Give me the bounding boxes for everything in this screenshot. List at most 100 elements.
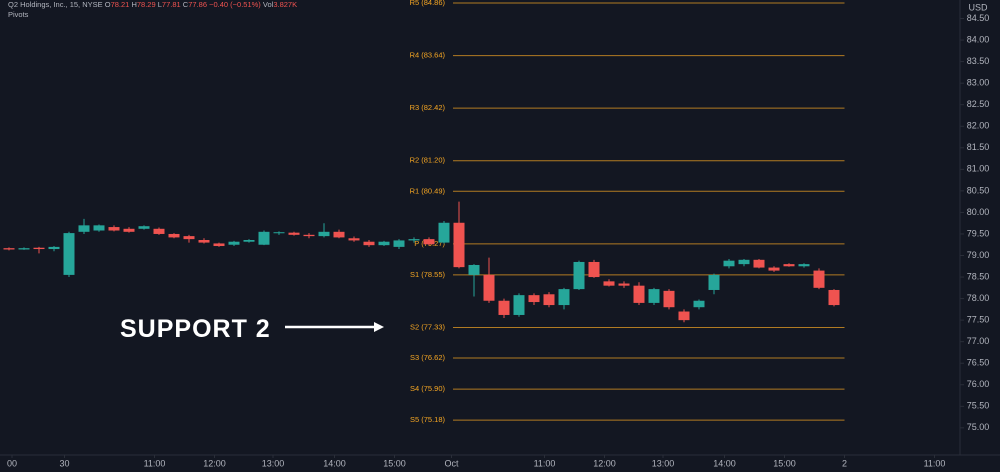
candle-body [78,225,90,232]
candle-body [678,311,690,321]
candle-body [708,274,720,290]
candle-body [603,281,615,286]
y-tick-label: 79.50 [967,228,990,238]
y-tick-label: 81.00 [967,164,990,174]
x-tick-label: 13:00 [652,458,675,468]
x-tick-label: 12:00 [593,458,616,468]
candle-body [813,270,825,288]
candle-body [768,267,780,271]
pivot-label: S5 (75.18) [410,415,446,424]
ohlc-fields: O78.21 H78.29 L77.81 C77.86 −0.40 (−0.51… [105,0,297,9]
candle-body [393,240,405,247]
candle-body [258,231,270,245]
field-value: 3.827K [273,0,298,9]
candle-body [378,241,390,246]
pivot-label: S4 (75.90) [410,384,446,393]
pivot-label: S1 (78.55) [410,270,446,279]
candle-body [183,236,195,240]
x-tick-label: 30 [59,458,69,468]
y-tick-label: 76.50 [967,358,990,368]
y-tick-label: 80.00 [967,207,990,217]
candle-body [228,241,240,245]
x-tick-label: 11:00 [144,458,166,468]
candle-body [138,226,150,229]
y-tick-label: 75.50 [967,401,990,411]
y-tick-label: 75.00 [967,422,990,432]
candle-body [723,260,735,267]
candle-body [558,289,570,306]
y-tick-label: 84.00 [967,34,990,44]
x-tick-label: 13:00 [262,458,285,468]
candle-body [453,222,465,268]
field-value: 78.29 [136,0,156,9]
pivot-label: R3 (82.42) [410,103,446,112]
candle-body [618,283,630,286]
candle-body [18,248,30,250]
y-tick-label: 82.00 [967,121,990,131]
legend: Q2 Holdings, Inc., 15, NYSE O78.21 H78.2… [8,0,297,20]
pivot-label: S3 (76.62) [410,353,446,362]
candle-body [528,295,540,303]
candle-body [108,227,120,231]
candle-body [648,289,660,303]
candle-body [273,232,285,234]
candle-body [33,247,45,250]
pivot-label: R5 (84.86) [410,0,446,7]
pivot-label: R2 (81.20) [410,156,446,165]
candle-body [513,295,525,315]
candle-body [288,232,300,235]
candle-body [348,238,360,241]
candle-body [438,222,450,243]
candle-body [798,264,810,267]
y-tick-label: 81.50 [967,142,990,152]
y-tick-label: 84.50 [967,13,990,23]
candle-body [783,264,795,267]
pivot-label: S2 (77.33) [410,322,446,331]
x-tick-label: 15:00 [383,458,406,468]
x-tick-label: 14:00 [713,458,736,468]
field-label: C [182,0,189,9]
candle-body [543,294,555,306]
candle-body [318,231,330,237]
field-label: L [157,0,162,9]
x-tick-label: 11:00 [534,458,556,468]
x-tick-label: 12:00 [203,458,226,468]
candle-body [633,285,645,303]
candle-body [333,231,345,238]
y-tick-label: 77.00 [967,336,990,346]
candle-body [738,259,750,265]
y-tick-label: 77.50 [967,315,990,325]
pivot-label: R1 (80.49) [410,186,446,195]
y-tick-label: 76.00 [967,379,990,389]
candle-body [363,241,375,246]
candle-body [753,259,765,268]
field-label: Vol [262,0,274,9]
candle-body [573,261,585,290]
candle-body [48,246,60,250]
y-tick-label: 83.50 [967,56,990,66]
field-value: −0.40 (−0.51%) [209,0,261,9]
candle-body [153,228,165,234]
field-label: H [131,0,137,9]
x-tick-label: 00 [7,458,17,468]
candle-body [468,264,480,275]
y-tick-label: 78.00 [967,293,990,303]
candle-body [693,300,705,308]
candle-body [498,300,510,315]
candle-body [243,239,255,242]
candle-body [93,225,105,231]
indicator: Pivots [8,10,29,19]
y-tick-label: 82.50 [967,99,990,109]
x-tick-label: 2 [842,458,847,468]
legend-row: Q2 Holdings, Inc., 15, NYSE O78.21 H78.2… [8,0,297,10]
candle-body [63,233,75,275]
field-value: 77.86 [188,0,207,9]
candle-body [423,239,435,245]
x-tick-label: 15:00 [773,458,796,468]
candle-body [588,261,600,278]
candle-body [198,239,210,243]
arrow-head [374,322,384,332]
candle-body [168,233,180,238]
